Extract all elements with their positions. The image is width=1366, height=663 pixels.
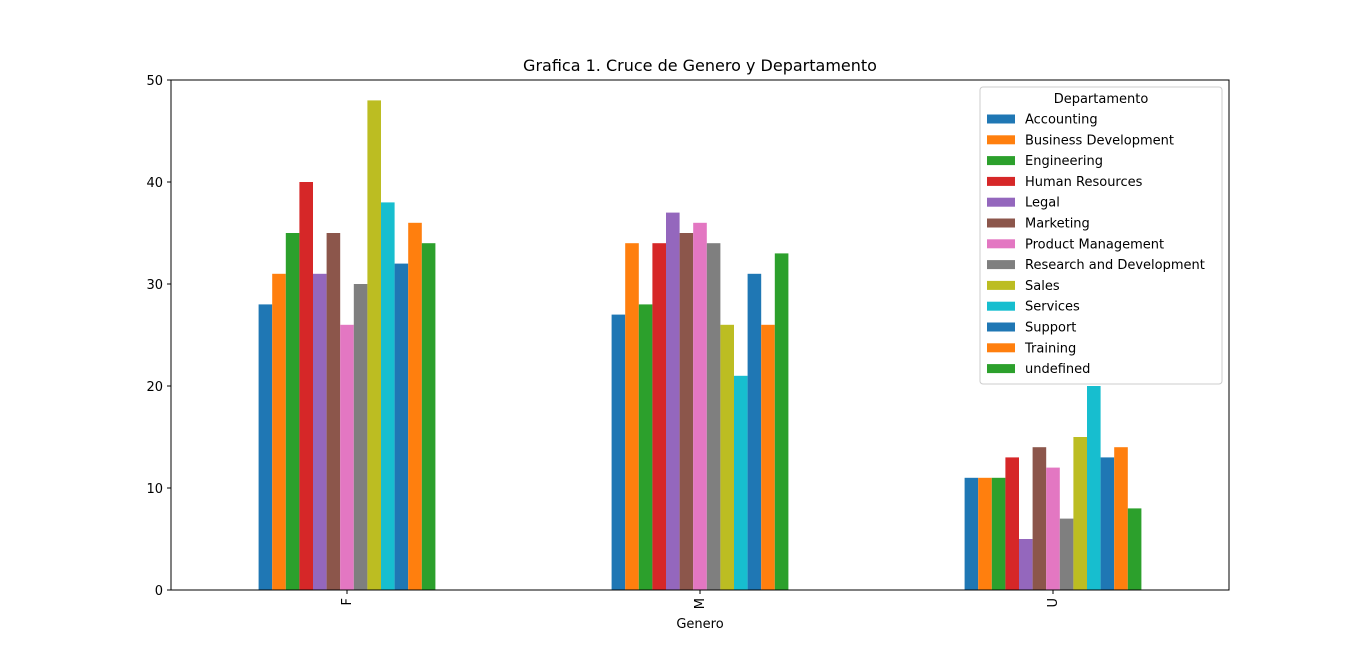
bar-m-legal	[666, 212, 680, 590]
legend-label-services: Services	[1025, 300, 1080, 315]
bar-m-services	[734, 375, 748, 590]
legend-label-support: Support	[1025, 321, 1076, 336]
bar-m-human-resources	[652, 243, 666, 590]
y-tick-label: 10	[146, 482, 163, 497]
bar-f-marketing	[326, 233, 341, 590]
y-tick-label: 50	[146, 74, 163, 89]
legend-swatch-services	[987, 301, 1015, 311]
legend-label-legal: Legal	[1025, 196, 1060, 211]
bar-m-engineering	[638, 304, 653, 590]
bar-m-sales	[720, 324, 734, 590]
bar-m-research-and-development	[706, 243, 721, 590]
x-tick-label: U	[1046, 598, 1061, 608]
legend-swatch-business-development	[987, 135, 1015, 145]
legend-swatch-accounting	[987, 114, 1015, 124]
bar-u-marketing	[1032, 447, 1047, 590]
y-tick-label: 0	[155, 584, 163, 599]
bar-m-training	[761, 324, 775, 590]
legend-title: Departamento	[1054, 92, 1149, 107]
legend-label-human-resources: Human Resources	[1025, 175, 1143, 190]
legend-swatch-support	[987, 322, 1015, 332]
bar-m-support	[747, 273, 762, 590]
legend-label-product-management: Product Management	[1025, 237, 1164, 252]
bar-u-legal	[1019, 539, 1033, 590]
bar-u-accounting	[964, 477, 979, 590]
legend-label-training: Training	[1024, 341, 1076, 356]
bar-f-legal	[313, 273, 327, 590]
legend-label-business-development: Business Development	[1025, 133, 1174, 148]
bar-u-support	[1100, 457, 1115, 590]
bar-u-services	[1087, 386, 1101, 590]
x-tick-label: F	[340, 598, 355, 605]
legend-swatch-engineering	[987, 156, 1015, 166]
bar-m-marketing	[679, 233, 694, 590]
legend-box	[979, 86, 1223, 385]
bar-m-product-management	[693, 222, 707, 591]
bar-f-undefined	[421, 243, 436, 590]
chart-title: Grafica 1. Cruce de Genero y Departament…	[523, 56, 877, 75]
legend-swatch-research-and-development	[987, 260, 1015, 270]
y-tick-label: 30	[146, 278, 163, 293]
legend-label-marketing: Marketing	[1025, 217, 1090, 232]
bar-m-undefined	[774, 253, 789, 590]
y-tick-label: 20	[146, 380, 163, 395]
legend-label-undefined: undefined	[1025, 362, 1090, 377]
bar-f-engineering	[285, 233, 300, 590]
x-tick-label: M	[693, 598, 708, 609]
bar-f-accounting	[258, 304, 273, 590]
bar-u-training	[1114, 447, 1128, 590]
x-axis-label: Genero	[676, 617, 723, 632]
legend-swatch-legal	[987, 197, 1015, 207]
bar-u-undefined	[1127, 508, 1142, 590]
legend-swatch-undefined	[987, 364, 1015, 374]
bar-u-sales	[1073, 437, 1087, 590]
bar-u-engineering	[991, 477, 1006, 590]
bar-u-product-management	[1046, 467, 1060, 590]
bar-m-accounting	[611, 314, 626, 590]
bar-f-business-development	[272, 273, 286, 590]
legend-items: Accounting Business Development Engineerin…	[987, 113, 1205, 377]
legend-swatch-training	[987, 343, 1015, 353]
bar-f-support	[394, 263, 409, 590]
bar-u-human-resources	[1005, 457, 1019, 590]
legend-label-research-and-development: Research and Development	[1025, 258, 1205, 273]
bar-f-services	[381, 202, 395, 590]
y-axis: 0 10 20 30 40 50	[146, 74, 171, 599]
legend-label-engineering: Engineering	[1025, 154, 1103, 169]
legend-label-sales: Sales	[1025, 279, 1060, 294]
legend-swatch-sales	[987, 280, 1015, 290]
bar-f-human-resources	[299, 182, 313, 590]
bar-m-business-development	[625, 243, 639, 590]
bar-f-research-and-development	[353, 284, 368, 590]
bar-f-training	[408, 222, 422, 591]
legend-label-accounting: Accounting	[1025, 113, 1098, 128]
bar-u-business-development	[978, 477, 992, 590]
legend: Departamento Accounting Business Developm…	[979, 86, 1223, 385]
legend-swatch-human-resources	[987, 176, 1015, 186]
bar-u-research-and-development	[1059, 518, 1074, 590]
bar-f-product-management	[340, 324, 354, 590]
y-tick-label: 40	[146, 176, 163, 191]
bars-group	[258, 100, 1142, 591]
legend-swatch-product-management	[987, 239, 1015, 249]
bar-f-sales	[367, 100, 381, 591]
legend-swatch-marketing	[987, 218, 1015, 228]
